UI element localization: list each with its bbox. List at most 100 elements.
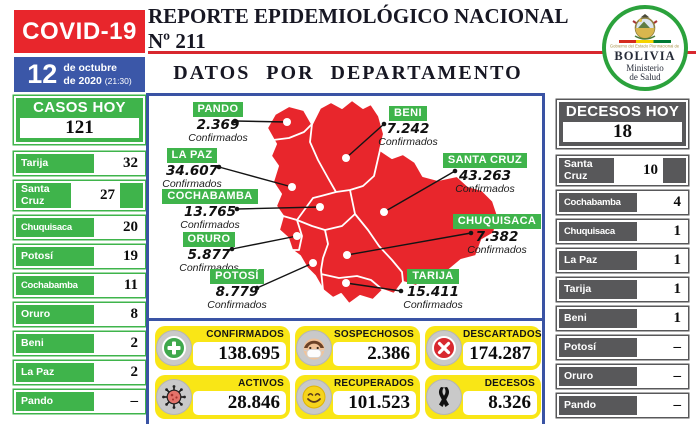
department-tag: ORURO: [182, 232, 236, 248]
ministry-logo: Gobierno del Estado Plurinacional de BOL…: [602, 5, 688, 91]
department-row: Chuquisaca 1: [557, 220, 688, 243]
department-row: Pando –: [557, 394, 688, 417]
bolivia-map: [216, 99, 499, 305]
covid-19-badge: COVID-19: [14, 10, 145, 53]
department-count: 1: [637, 251, 686, 270]
department-name: Oruro: [21, 307, 51, 320]
stat-value: 28.846: [193, 391, 286, 415]
logo-ministry-line1: Ministerio: [626, 62, 664, 73]
x-circle-icon: [426, 330, 462, 366]
department-data-panel: PANDO 2.369 Confirmados LA PAZ 34.607 Co…: [146, 93, 545, 424]
department-borders: [272, 123, 404, 291]
department-count: 1: [637, 309, 686, 328]
department-sublabel: Confirmados: [180, 219, 240, 232]
department-row: Oruro 8: [14, 303, 145, 326]
page-subtitle: DATOS POR DEPARTAMENTO: [173, 61, 523, 84]
department-name: Beni: [21, 336, 44, 349]
department-name: Tarija: [564, 282, 592, 295]
department-value: 2.369: [196, 117, 240, 134]
department-count: –: [94, 392, 143, 411]
department-sublabel: Confirmados: [179, 262, 239, 275]
stat-label: SOSPECHOSOS: [334, 329, 414, 340]
department-sublabel: Confirmados: [378, 136, 438, 149]
stat-value: 138.695: [193, 342, 286, 366]
stat-label: RECUPERADOS: [334, 378, 414, 389]
department-sublabel: Confirmados: [188, 132, 248, 145]
stat-sospechosos: SOSPECHOSOS 2.386: [295, 326, 420, 370]
department-count: 11: [94, 276, 143, 295]
department-name: Pando: [21, 394, 54, 407]
department-count: –: [637, 367, 686, 386]
department-name: Cochabamba: [21, 279, 78, 291]
department-tag: CHUQUISACA: [452, 214, 542, 230]
department-count: 1: [637, 222, 686, 241]
department-sublabel: Confirmados: [207, 299, 267, 312]
department-value: 15.411: [406, 284, 460, 301]
stat-label: CONFIRMADOS: [206, 329, 284, 340]
department-count: 2: [94, 363, 143, 382]
department-count: 10: [614, 158, 663, 183]
stat-activos: ACTIVOS 28.846: [155, 375, 290, 419]
stat-recuperados: RECUPERADOS 101.523: [295, 375, 420, 419]
department-tag: TARIJA: [407, 269, 459, 285]
department-name: Santa Cruz: [21, 183, 50, 207]
department-sublabel: Confirmados: [162, 178, 222, 191]
department-sublabel: Confirmados: [455, 183, 515, 196]
stat-label: DECESOS: [484, 378, 535, 389]
department-count: 27: [71, 183, 120, 208]
department-row: Santa Cruz 10: [557, 156, 688, 185]
department-row: Cochabamba 11: [14, 274, 145, 297]
department-row: Tarija 1: [557, 278, 688, 301]
cases-today-header: CASOS HOY 121: [14, 96, 145, 144]
stat-confirmados: CONFIRMADOS 138.695: [155, 326, 290, 370]
department-count: 1: [637, 280, 686, 299]
department-name: La Paz: [564, 253, 598, 266]
department-row: Chuquisaca 20: [14, 216, 145, 239]
stat-value: 8.326: [463, 391, 537, 415]
department-name: Santa Cruz: [564, 158, 593, 182]
department-name: Cochabamba: [564, 196, 621, 208]
deaths-today-total: 18: [563, 122, 682, 142]
stat-decesos: DECESOS 8.326: [425, 375, 541, 419]
department-tag: COCHABAMBA: [162, 189, 258, 205]
department-name: Potosí: [21, 249, 54, 262]
date-day: 12: [27, 59, 58, 89]
department-name: Chuquisaca: [21, 221, 72, 233]
department-count: –: [637, 396, 686, 415]
date-time: (21:30): [104, 75, 132, 86]
department-row: La Paz 2: [14, 361, 145, 384]
department-row: Santa Cruz 27: [14, 181, 145, 210]
plus-circle-icon: [156, 330, 192, 366]
logo-government-text: Gobierno del Estado Plurinacional de: [610, 44, 680, 50]
cases-today-total: 121: [20, 118, 139, 138]
map-label-la-paz: LA PAZ 34.607 Confirmados: [154, 145, 230, 191]
virus-icon: [156, 379, 192, 415]
department-value: 8.779: [215, 284, 259, 301]
map-label-potosi: POTOSÍ 8.779 Confirmados: [189, 266, 285, 312]
department-row: La Paz 1: [557, 249, 688, 272]
smiley-icon: [296, 379, 332, 415]
department-value: 34.607: [165, 163, 219, 180]
mourning-ribbon-icon: [426, 379, 462, 415]
report-date: 12 de octubre de 2020 (21:30): [14, 57, 145, 92]
stat-label: ACTIVOS: [238, 378, 284, 389]
label-bullets: [216, 118, 474, 294]
national-stats: CONFIRMADOS 138.695 SOSPECHOSOS 2.386: [149, 321, 542, 424]
map-label-oruro: ORURO 5.877 Confirmados: [161, 229, 257, 275]
department-name: La Paz: [21, 365, 55, 378]
department-name: Oruro: [564, 369, 594, 382]
report-title: REPORTE EPIDEMIOLÓGICO NACIONAL Nº 211: [148, 4, 568, 53]
deaths-today-title: DECESOS HOY: [565, 103, 680, 120]
stat-value: 174.287: [463, 342, 537, 366]
department-row: Beni 2: [14, 332, 145, 355]
department-count: 4: [637, 193, 686, 212]
logo-ministry-text: Ministerio de Salud: [626, 62, 664, 83]
department-count: 8: [94, 305, 143, 324]
department-name: Tarija: [21, 156, 49, 169]
cases-today-panel: CASOS HOY 121 Tarija 32 Santa Cruz 27 Chuqui…: [14, 96, 145, 419]
department-row: Potosí 19: [14, 245, 145, 268]
department-count: –: [637, 338, 686, 357]
map-label-chuquisaca: CHUQUISACA 7.382 Confirmados: [447, 211, 547, 257]
masked-face-icon: [296, 330, 332, 366]
